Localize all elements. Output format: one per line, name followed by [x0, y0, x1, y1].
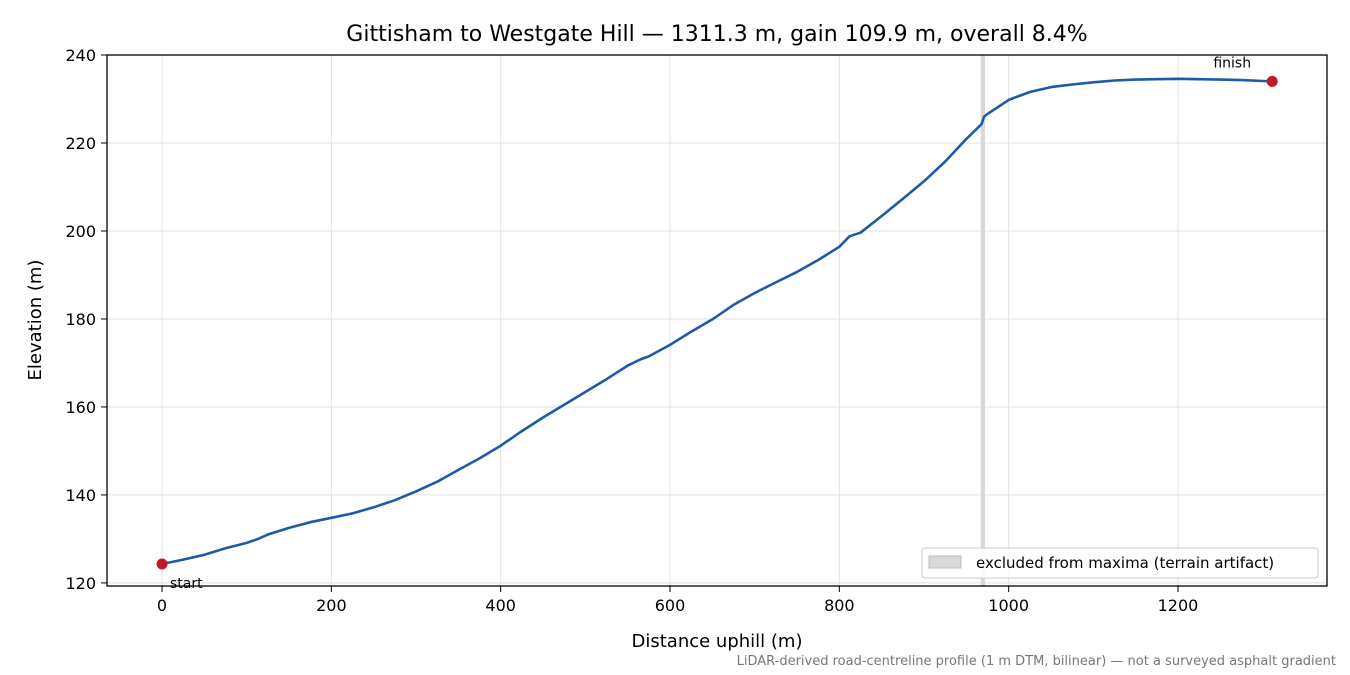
x-tick-label: 600	[655, 596, 686, 615]
legend-label: excluded from maxima (terrain artifact)	[976, 554, 1274, 572]
x-tick-label: 400	[485, 596, 516, 615]
x-tick-label: 1000	[988, 596, 1029, 615]
x-tick-label: 0	[157, 596, 167, 615]
legend-swatch	[928, 555, 962, 569]
y-tick-label: 160	[65, 398, 96, 417]
y-tick-label: 200	[65, 222, 96, 241]
y-tick-label: 180	[65, 310, 96, 329]
excluded-band	[980, 55, 985, 586]
marker-finish	[1266, 75, 1278, 87]
x-tick-label: 200	[316, 596, 347, 615]
marker-label-start: start	[170, 576, 203, 592]
x-tick-label: 800	[824, 596, 855, 615]
y-tick-label: 140	[65, 486, 96, 505]
marker-start	[156, 558, 168, 570]
chart-title: Gittisham to Westgate Hill — 1311.3 m, g…	[346, 22, 1087, 47]
legend-box	[921, 547, 1319, 579]
plot-frame	[106, 54, 1328, 587]
x-tick-label: 1200	[1158, 596, 1199, 615]
y-axis-label: Elevation (m)	[25, 260, 46, 381]
elevation-series-line	[161, 77, 1273, 566]
footnote: LiDAR-derived road-centreline profile (1…	[737, 654, 1336, 669]
endpoint-markers: start finish	[156, 55, 1278, 592]
x-axis-label: Distance uphill (m)	[632, 631, 803, 652]
y-tick-label: 240	[65, 46, 96, 65]
grid-lines	[107, 54, 1327, 586]
marker-label-finish: finish	[1213, 55, 1251, 71]
y-tick-label: 120	[65, 574, 96, 593]
y-tick-label: 220	[65, 134, 96, 153]
legend: excluded from maxima (terrain artifact)	[921, 547, 1319, 579]
axis-ticks: 0 200 400 600 800 1000 1200 120 140 160 180 200 220 2…	[65, 46, 1198, 615]
